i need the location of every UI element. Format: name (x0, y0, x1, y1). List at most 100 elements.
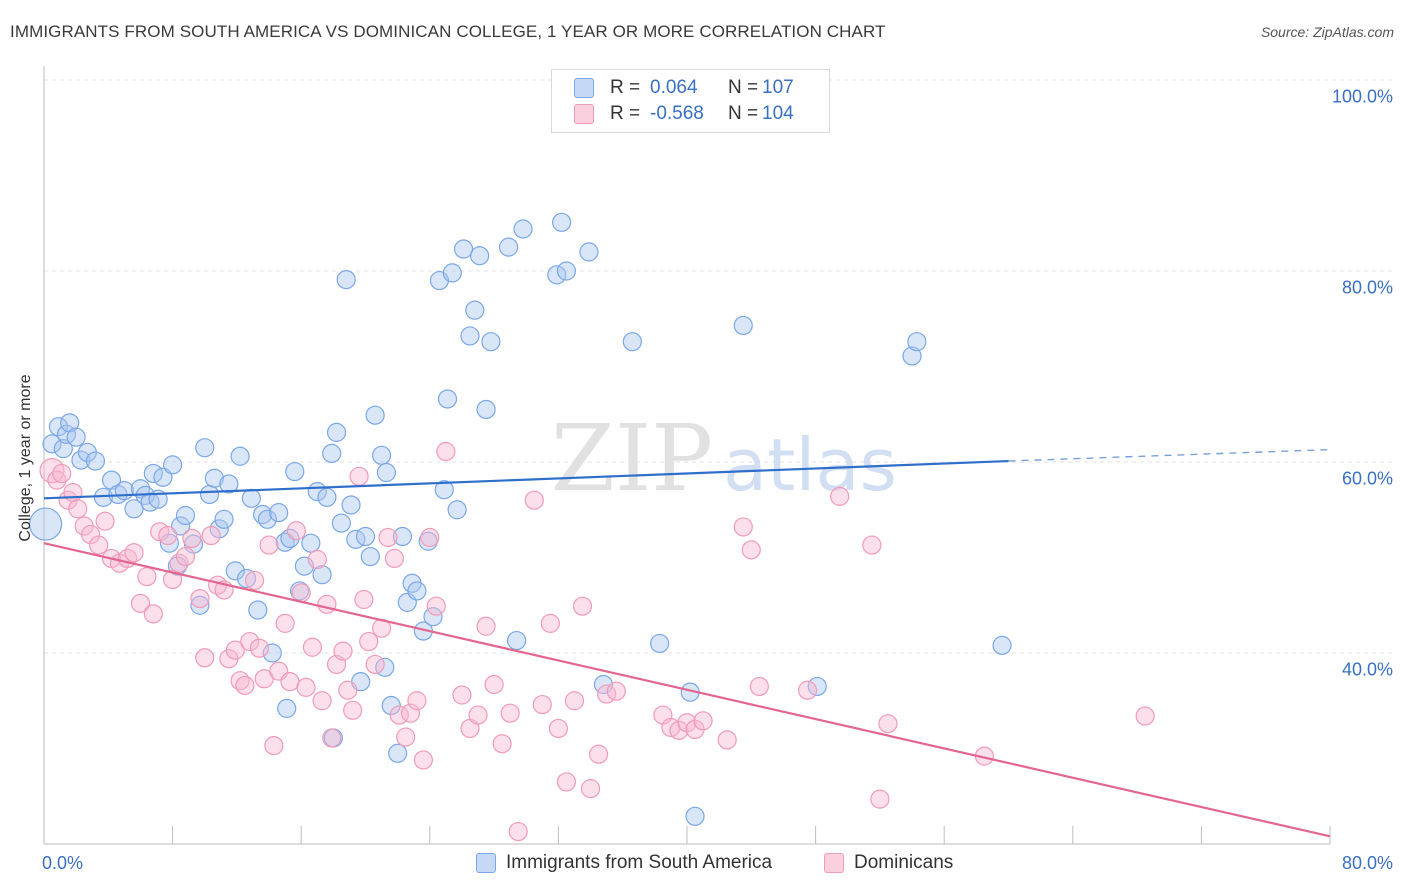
point-dominicans (275, 613, 295, 633)
legend-label: Dominicans (854, 852, 954, 873)
point-south-america (507, 630, 527, 651)
point-dominicans (532, 694, 552, 715)
point-dominicans (500, 703, 520, 723)
point-dominicans (190, 588, 210, 609)
x-tick-label-min: 0.0% (42, 853, 84, 873)
point-south-america (365, 405, 385, 425)
point-south-america (48, 417, 69, 437)
point-dominicans (343, 700, 363, 720)
point-south-america (360, 546, 380, 567)
point-dominicans (407, 691, 427, 711)
point-dominicans (240, 631, 260, 652)
point-south-america (465, 300, 485, 320)
point-dominicans (158, 525, 178, 546)
point-dominicans (52, 463, 72, 484)
point-south-america (195, 438, 215, 458)
point-dominicans (317, 594, 337, 614)
point-dominicans (384, 548, 405, 569)
point-dominicans (312, 691, 332, 711)
chart-title: IMMIGRANTS FROM SOUTH AMERICA VS DOMINIC… (10, 22, 886, 41)
point-south-america (53, 439, 73, 459)
point-south-america (392, 526, 413, 547)
point-dominicans (264, 736, 284, 756)
point-south-america (470, 246, 490, 266)
point-dominicans (606, 681, 626, 701)
point-dominicans (862, 535, 882, 555)
point-south-america (317, 487, 337, 507)
y-tick-label: 80.0% (1341, 277, 1393, 298)
trend-line-south-america (43, 459, 1009, 500)
point-south-america (241, 488, 261, 508)
point-south-america (733, 315, 753, 336)
point-south-america (269, 503, 289, 523)
point-south-america (513, 219, 533, 239)
y-tick-label: 60.0% (1341, 468, 1393, 489)
point-south-america (650, 633, 670, 654)
point-south-america (371, 445, 392, 465)
point-dominicans (588, 744, 609, 764)
legend-item-south-america: Immigrants from South America (476, 852, 772, 874)
point-south-america (355, 526, 376, 547)
point-dominicans (143, 604, 163, 624)
point-dominicans (400, 703, 421, 723)
point-south-america (437, 389, 458, 409)
point-dominicans (235, 675, 255, 696)
n-value: 107 (762, 77, 794, 98)
point-dominicans (564, 691, 585, 711)
r-label: R = (610, 103, 641, 124)
point-south-america (992, 635, 1012, 655)
point-dominicans (338, 680, 358, 700)
point-dominicans (354, 589, 374, 610)
point-dominicans (548, 718, 569, 739)
point-dominicans (413, 750, 433, 770)
legend-item-dominicans: Dominicans (824, 852, 953, 874)
series-dominicans (39, 441, 1155, 842)
stats-row-south-america: R = 0.064 N = 107 (574, 75, 794, 101)
watermark-atlas: atlas (723, 423, 897, 507)
point-dominicans (468, 705, 488, 725)
point-dominicans (476, 616, 496, 636)
point-south-america (331, 513, 351, 533)
point-dominicans (572, 596, 593, 616)
point-south-america (685, 806, 705, 826)
n-value: 104 (762, 103, 794, 124)
point-south-america (285, 461, 305, 482)
point-south-america (262, 643, 282, 663)
point-dominicans (244, 570, 265, 591)
point-dominicans (259, 535, 279, 555)
point-south-america (29, 507, 63, 541)
watermark: ZIP atlas (551, 405, 897, 512)
point-dominicans (201, 525, 221, 546)
point-south-america (622, 332, 642, 352)
point-dominicans (63, 482, 83, 503)
point-dominicans (540, 613, 560, 633)
point-dominicans (307, 549, 327, 570)
point-south-america (902, 346, 922, 366)
point-south-america (376, 462, 396, 483)
point-dominicans (693, 711, 713, 731)
point-south-america (85, 451, 106, 471)
legend-swatch-south-america (476, 853, 496, 873)
point-south-america (498, 237, 519, 257)
point-south-america (476, 399, 496, 420)
point-dominicans (420, 527, 440, 548)
y-tick-label: 100.0% (1331, 86, 1393, 107)
point-dominicans (556, 772, 577, 792)
source-label: Source: ZipAtlas.com (1260, 24, 1394, 40)
n-label: N = (728, 103, 759, 124)
stats-legend: R = 0.064 N = 107 R = -0.568 N = 104 (551, 69, 830, 133)
point-south-america (552, 212, 572, 232)
point-dominicans (669, 720, 689, 740)
stats-row-dominicans: R = -0.568 N = 104 (574, 101, 794, 127)
point-south-america (171, 516, 191, 536)
trend-line-south-america-extension (1008, 448, 1331, 462)
r-label: R = (610, 77, 641, 98)
point-dominicans (426, 596, 446, 616)
point-south-america (124, 499, 144, 519)
point-dominicans (137, 566, 157, 587)
point-south-america (407, 581, 427, 601)
point-dominicans (741, 540, 761, 560)
point-south-america (66, 427, 86, 447)
point-south-america (326, 422, 347, 442)
